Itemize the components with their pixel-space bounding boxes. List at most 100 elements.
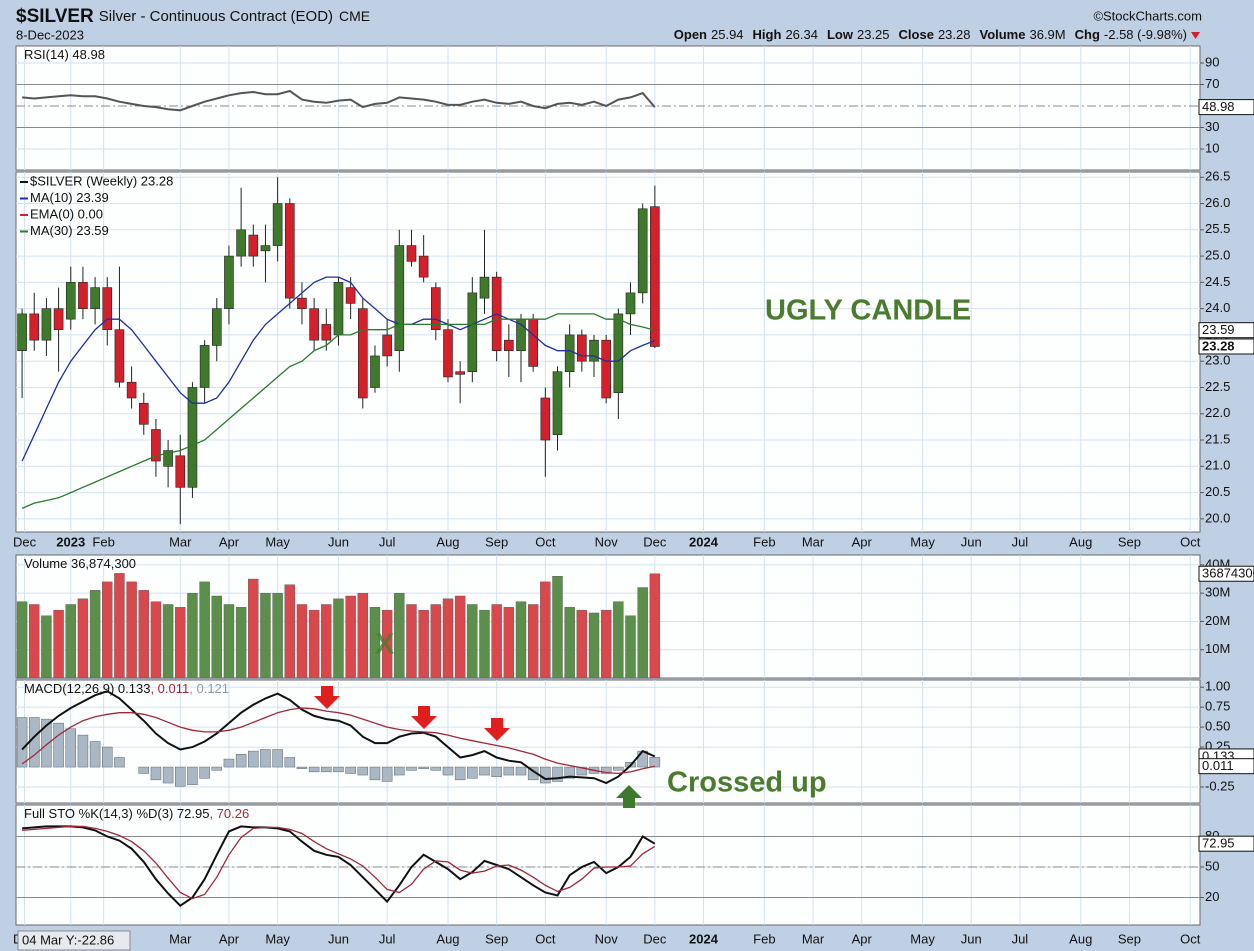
- panel: [15, 45, 1201, 171]
- value-box-label: 72.95: [1202, 836, 1235, 851]
- quote-label: High: [753, 27, 782, 42]
- candle-body: [78, 282, 88, 309]
- value-box: [1198, 338, 1254, 355]
- histogram-bar: [321, 766, 332, 773]
- x-tick-label: May: [265, 931, 290, 946]
- quote-value: -2.58 (-9.98%): [1104, 27, 1187, 42]
- x-tick-label: May: [910, 534, 935, 549]
- volume-bar: [321, 604, 332, 679]
- volume-bar: [260, 592, 271, 679]
- candle-body: [650, 206, 660, 347]
- volume-bar: [576, 609, 588, 679]
- volume-bar: [345, 595, 356, 679]
- candle-body: [333, 282, 344, 336]
- volume-bar: [272, 592, 283, 679]
- candle-body: [455, 371, 465, 375]
- candle-body: [17, 313, 27, 351]
- y-tick-label: 21.0: [1205, 458, 1230, 473]
- histogram-bar: [564, 766, 575, 779]
- value-box-label: 23.28: [1202, 338, 1235, 353]
- volume-bar: [89, 590, 101, 679]
- volume-bar: [637, 587, 648, 679]
- legend-entry: RSI(14) 48.98: [24, 47, 105, 62]
- histogram-bar: [235, 754, 247, 768]
- volume-bar: [175, 607, 186, 679]
- symbol: $SILVER: [16, 6, 94, 27]
- x-tick-label: Jun: [961, 931, 982, 946]
- quote-label: Chg: [1075, 27, 1100, 42]
- histogram-bar: [248, 750, 259, 768]
- chart-layer: Dec 2023 Feb Mar Apr May Jun Jul Aug Sep Oct Nov Dec…: [13, 45, 1235, 946]
- legend-entry: MA(10) 23.39: [30, 190, 109, 205]
- histogram-bar: [454, 766, 466, 781]
- legend-entry: Volume 36,874,300: [24, 556, 136, 571]
- moving-average: [21, 313, 655, 509]
- volume-bar: [613, 601, 624, 679]
- histogram-bar: [260, 749, 271, 768]
- candle-body: [613, 313, 624, 394]
- y-tick-label: 0.50: [1205, 719, 1230, 734]
- annotation: Crossed up: [667, 767, 827, 799]
- volume-bar: [65, 604, 76, 679]
- candle-body: [637, 208, 648, 294]
- histogram-bar: [369, 766, 381, 781]
- quote-label: Open: [674, 27, 707, 42]
- histogram-bar: [613, 766, 624, 771]
- candle-body: [601, 339, 611, 399]
- x-tick-label: Apr: [852, 931, 873, 946]
- histogram-bar: [515, 766, 527, 776]
- source: ©StockCharts.com: [1093, 8, 1202, 23]
- candle-body: [29, 313, 40, 341]
- y-tick-label: 20M: [1205, 613, 1230, 628]
- volume-bar: [102, 581, 113, 679]
- candle-body: [370, 355, 380, 388]
- volume-bar: [235, 607, 247, 679]
- legend: MACD(12,26,9) 0.133, 0.011, 0.121: [24, 681, 229, 696]
- volume-bar: [381, 609, 393, 679]
- x-tick-label: Jun: [328, 931, 349, 946]
- x-tick-label: May: [265, 534, 290, 549]
- histogram-bar: [442, 766, 454, 776]
- candle-body: [552, 371, 563, 436]
- x-tick-label: Sep: [485, 931, 508, 946]
- legend-entry: MA(30) 23.59: [30, 223, 109, 238]
- histogram-bar: [345, 766, 356, 774]
- y-tick-label: 24.5: [1205, 274, 1230, 289]
- candle-body: [41, 308, 52, 341]
- volume-bar: [406, 604, 417, 679]
- x-tick-label: Feb: [753, 534, 775, 549]
- x-tick-label: Sep: [485, 534, 508, 549]
- candle-body: [236, 229, 246, 257]
- x-tick-label: Nov: [595, 534, 619, 549]
- y-tick-label: 70: [1205, 76, 1219, 91]
- histogram-bar: [406, 766, 417, 771]
- histogram-bar: [138, 766, 150, 774]
- y-tick-label: 20.0: [1205, 510, 1230, 525]
- candle-body: [540, 397, 551, 441]
- candle-body: [431, 287, 441, 330]
- candle-body: [102, 287, 113, 330]
- histogram-bar: [162, 766, 174, 784]
- x-tick-label: Feb: [92, 534, 114, 549]
- candle-body: [284, 203, 295, 299]
- candle-body: [309, 308, 319, 341]
- candle-body: [53, 308, 64, 330]
- candle-body: [479, 276, 490, 299]
- value-box: [1198, 758, 1254, 775]
- histogram-bar: [150, 766, 162, 781]
- y-tick-label: 1.00: [1205, 679, 1230, 694]
- x-tick-label: Mar: [169, 931, 192, 946]
- y-tick-label: 26.5: [1205, 169, 1230, 184]
- volume-bar: [491, 604, 502, 679]
- candle-body: [418, 255, 429, 278]
- histogram-bar: [430, 766, 442, 771]
- x-tick-label: May: [910, 931, 935, 946]
- histogram-bar: [491, 766, 502, 777]
- arrow-down: [411, 706, 437, 729]
- overlay-layer: RSI(14) 48.98 $SILVER (Weekly) 23.28 MA(10…: [17, 47, 1254, 951]
- histogram-bar: [394, 766, 405, 776]
- indicator-line: [22, 825, 656, 907]
- x-tick-label: Jun: [328, 534, 349, 549]
- moving-average: [21, 276, 656, 462]
